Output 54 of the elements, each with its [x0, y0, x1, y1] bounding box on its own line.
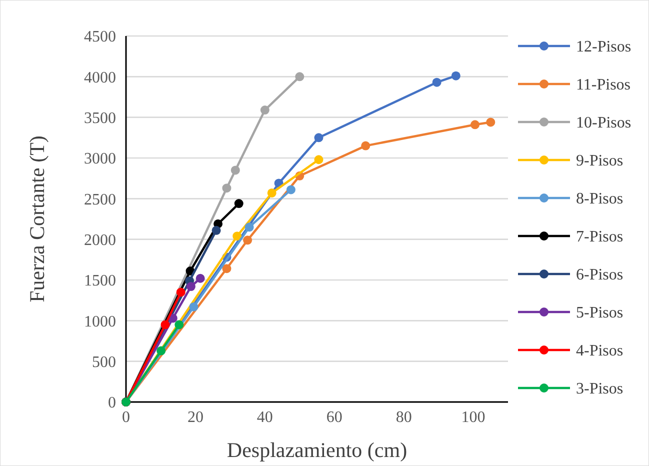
- point: [486, 118, 496, 127]
- x-axis-title: Desplazamiento (cm): [226, 438, 408, 462]
- point: [451, 71, 460, 80]
- point: [314, 155, 324, 164]
- y-tick-label: 4500: [84, 28, 116, 46]
- y-tick-label: 1500: [84, 272, 116, 290]
- point: [267, 188, 276, 198]
- y-tick-label: 500: [92, 354, 116, 371]
- legend-label: 12-Pisos: [576, 38, 632, 56]
- point: [314, 133, 324, 142]
- point: [286, 185, 296, 194]
- x-tick-label: 20: [187, 409, 204, 426]
- y-tick-label: 2000: [84, 232, 116, 249]
- legend-label: 6-Pisos: [576, 266, 624, 284]
- point: [174, 320, 184, 330]
- legend-label: 7-Pisos: [576, 228, 624, 246]
- legend-label: 3-Pisos: [576, 380, 624, 398]
- point: [295, 72, 304, 82]
- legend-label: 5-Pisos: [576, 304, 624, 322]
- point: [196, 274, 205, 283]
- legend-label: 8-Pisos: [576, 190, 624, 208]
- point: [244, 222, 254, 232]
- y-tick-label: 3000: [84, 150, 116, 168]
- legend-label: 11-Pisos: [576, 76, 631, 94]
- point: [260, 106, 270, 115]
- point: [186, 282, 196, 292]
- point: [361, 141, 370, 150]
- x-tick-label: 60: [326, 409, 342, 426]
- y-tick-label: 1000: [84, 313, 116, 330]
- point: [176, 288, 186, 297]
- legend-label: 9-Pisos: [576, 152, 624, 170]
- point: [232, 232, 242, 241]
- x-tick-label: 40: [256, 409, 273, 426]
- point: [156, 346, 166, 356]
- point: [160, 320, 170, 330]
- point: [234, 199, 244, 208]
- y-tick-label: 2500: [84, 191, 116, 208]
- point: [243, 236, 252, 245]
- point: [222, 184, 232, 193]
- legend-label: 4-Pisos: [576, 342, 624, 360]
- point: [212, 226, 221, 235]
- point: [432, 78, 442, 87]
- y-tick-label: 3500: [84, 110, 116, 127]
- y-tick-label: 4000: [84, 69, 116, 86]
- y-tick-label: 0: [108, 394, 116, 412]
- y-axis-title: Fuerza Cortante (T): [25, 136, 49, 302]
- legend-label: 10-Pisos: [576, 114, 632, 132]
- x-tick-label: 80: [396, 409, 412, 426]
- point: [189, 302, 198, 312]
- x-tick-label: 0: [122, 409, 130, 426]
- point: [230, 166, 240, 175]
- point: [222, 264, 232, 274]
- point: [470, 120, 480, 130]
- x-tick-label: 100: [461, 409, 486, 426]
